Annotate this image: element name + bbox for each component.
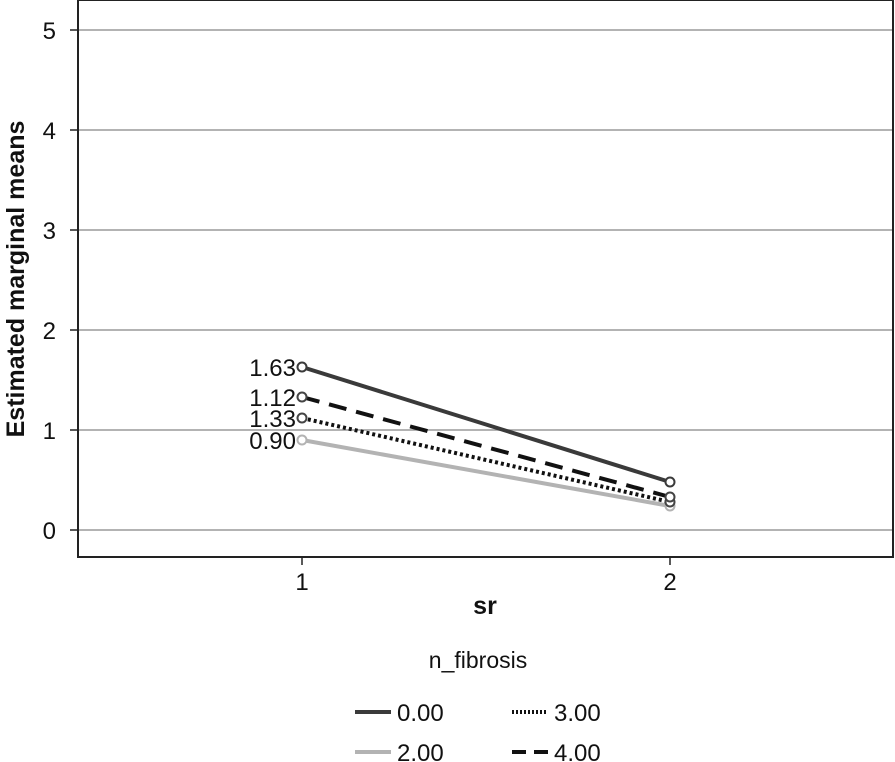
y-axis-title: Estimated marginal means bbox=[2, 121, 30, 438]
legend-title: n_fibrosis bbox=[429, 647, 527, 673]
series-lines bbox=[296, 361, 676, 512]
data-label: 0.90 bbox=[249, 428, 296, 455]
legend: 0.00 2.00 3.00 4.00 bbox=[355, 700, 601, 762]
x-axis-title: sr bbox=[473, 592, 497, 620]
y-tick-label: 3 bbox=[43, 218, 56, 245]
data-point bbox=[296, 434, 308, 446]
y-axis-ticks: 0 1 2 3 4 5 bbox=[43, 18, 78, 545]
series-line-4.00 bbox=[301, 395, 671, 499]
x-tick-label: 1 bbox=[295, 569, 308, 596]
y-tick-label: 1 bbox=[43, 418, 56, 445]
legend-label: 3.00 bbox=[554, 700, 601, 727]
gridlines bbox=[78, 29, 893, 531]
plot-frame bbox=[77, 0, 894, 558]
data-label: 1.12 bbox=[249, 385, 296, 412]
data-point bbox=[296, 361, 308, 373]
legend-label: 0.00 bbox=[397, 700, 444, 727]
series-line-2.00 bbox=[301, 438, 671, 508]
legend-label: 4.00 bbox=[554, 740, 601, 762]
y-tick-label: 0 bbox=[43, 518, 56, 545]
data-label: 1.33 bbox=[249, 406, 296, 433]
y-tick-label: 5 bbox=[43, 18, 56, 45]
legend-label: 2.00 bbox=[397, 740, 444, 762]
series-line-0.00 bbox=[301, 365, 671, 484]
data-point bbox=[664, 491, 676, 503]
y-tick-label: 4 bbox=[43, 118, 56, 145]
data-point bbox=[664, 476, 676, 488]
data-labels: 1.63 1.121.330.90 bbox=[249, 355, 296, 455]
data-point bbox=[296, 412, 308, 424]
data-point bbox=[296, 391, 308, 403]
series-line-3.00 bbox=[301, 416, 671, 504]
data-label: 1.63 bbox=[249, 355, 296, 382]
y-tick-label: 2 bbox=[43, 318, 56, 345]
x-tick-label: 2 bbox=[663, 569, 676, 596]
